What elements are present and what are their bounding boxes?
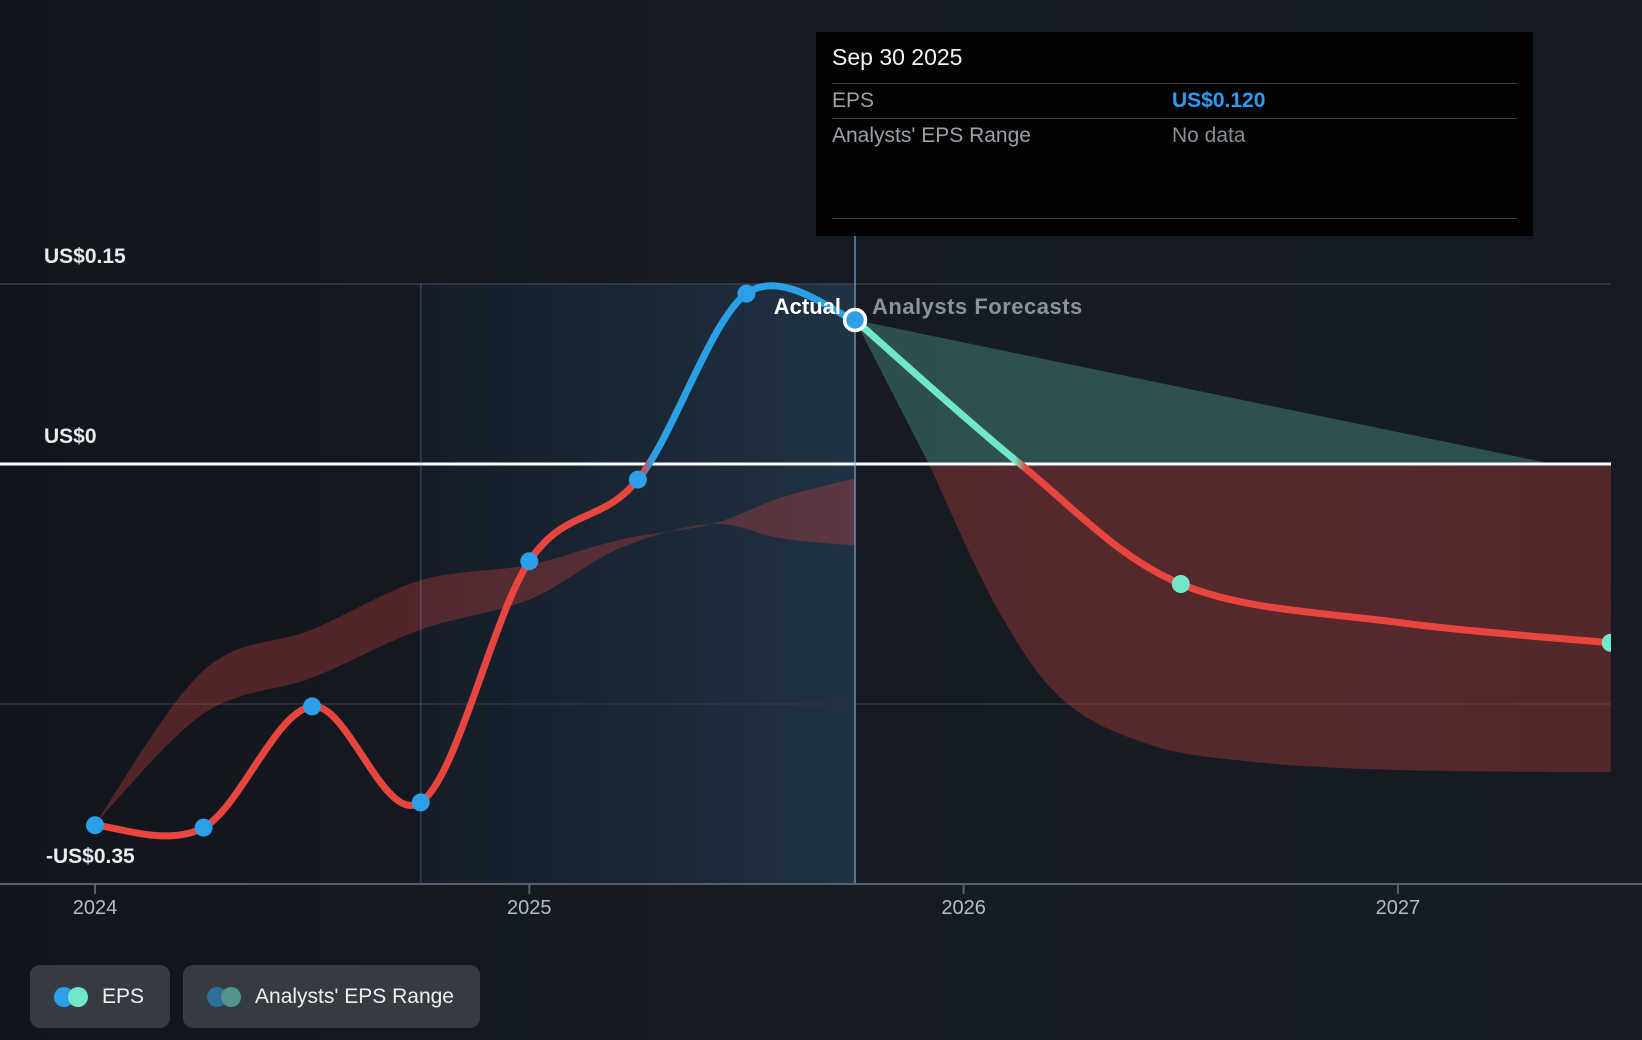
x-tick-2025: 2025	[507, 897, 552, 919]
eps-series-icon	[54, 986, 88, 1007]
forecast-phase-label: Analysts Forecasts	[872, 294, 1083, 319]
x-tick-2026: 2026	[941, 897, 986, 919]
historical-range-band	[95, 478, 856, 824]
y-axis-label-neg035: -US$0.35	[46, 845, 135, 868]
actual-region-highlight	[420, 284, 855, 884]
tooltip-eps-label: EPS	[832, 89, 875, 112]
x-tick-2027: 2027	[1375, 897, 1421, 919]
tooltip-date: Sep 30 2025	[832, 32, 1517, 84]
tooltip: Sep 30 2025 EPS US$0.120 Analysts' EPS R…	[816, 32, 1533, 236]
tooltip-range-label: Analysts' EPS Range	[832, 124, 1031, 147]
forecast-range-band-negative	[928, 464, 1611, 773]
y-axis-label-015: US$0.15	[44, 245, 126, 268]
tooltip-bottom-divider	[832, 218, 1517, 219]
legend: EPS Analysts' EPS Range	[30, 965, 480, 1028]
tooltip-range-value: No data	[1172, 124, 1246, 147]
tooltip-row-eps: EPS US$0.120	[832, 84, 1517, 119]
x-tick-2024: 2024	[72, 897, 118, 919]
legend-chip-analysts-eps-range[interactable]: Analysts' EPS Range	[183, 965, 480, 1028]
eps-actual-line	[91, 282, 859, 840]
tooltip-eps-value: US$0.120	[1172, 89, 1266, 112]
tooltip-row-range: Analysts' EPS Range No data	[832, 119, 1517, 153]
plot-area	[0, 236, 1611, 884]
legend-range-label: Analysts' EPS Range	[255, 984, 454, 1008]
actual-phase-label: Actual	[773, 294, 841, 319]
range-series-icon	[207, 986, 242, 1007]
y-axis-label-0: US$0	[44, 425, 97, 448]
legend-chip-eps[interactable]: EPS	[30, 965, 171, 1028]
legend-eps-label: EPS	[102, 984, 145, 1008]
forecast-range-band-positive	[855, 320, 1553, 464]
